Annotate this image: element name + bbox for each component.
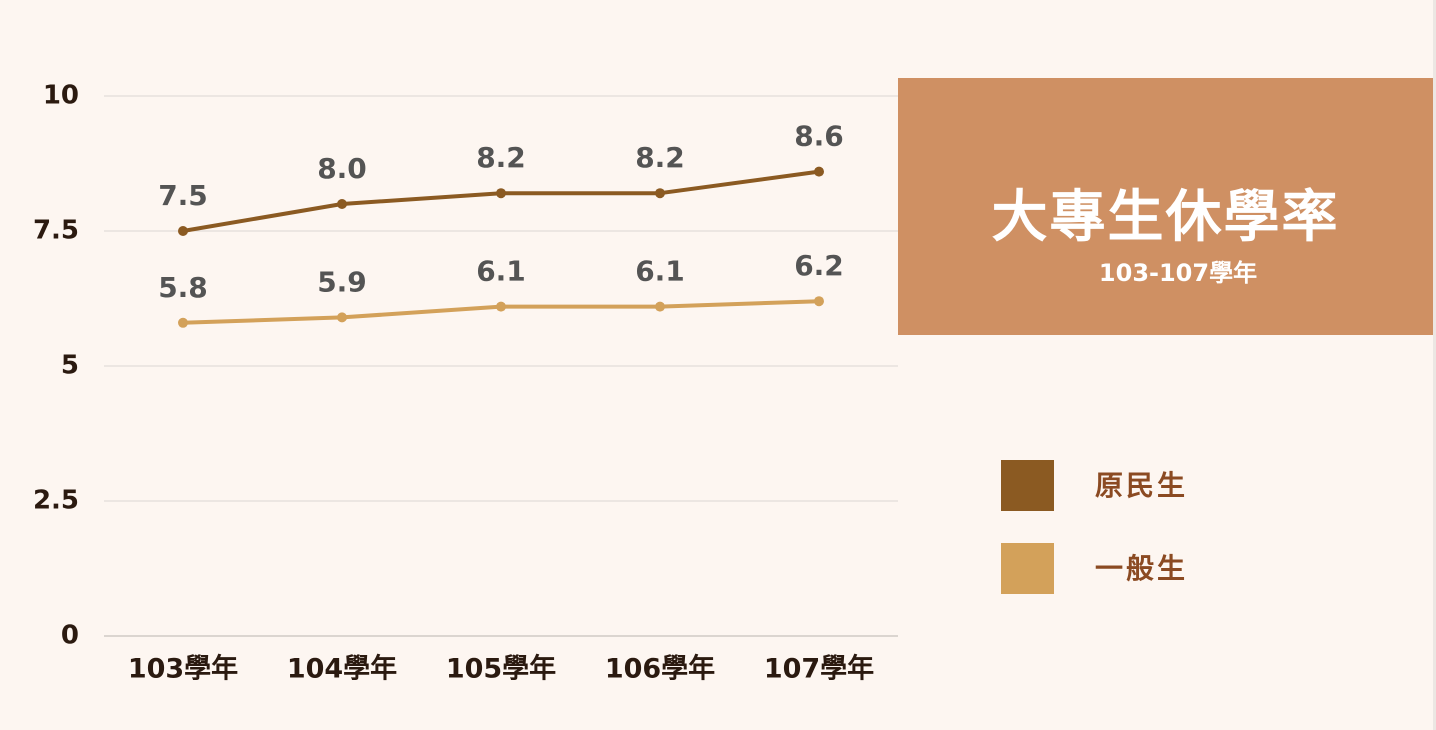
legend-item-general: 一般生 <box>1001 543 1301 595</box>
right-edge-strip <box>1433 0 1436 730</box>
data-label: 6.1 <box>476 255 526 288</box>
data-label: 8.2 <box>476 141 526 174</box>
x-tick-label: 104學年 <box>287 653 397 685</box>
y-tick-label: 0 <box>61 621 79 651</box>
data-point <box>337 312 347 323</box>
y-tick-label: 2.5 <box>33 486 79 516</box>
data-label: 7.5 <box>158 179 208 212</box>
data-point <box>337 199 347 209</box>
data-label: 8.6 <box>794 120 844 153</box>
data-label: 8.2 <box>635 141 685 174</box>
data-point <box>655 301 665 312</box>
data-point <box>178 226 188 236</box>
data-label: 6.2 <box>794 249 844 282</box>
y-tick-label: 7.5 <box>33 216 79 246</box>
data-point <box>814 166 824 177</box>
chart-title: 大專生休學率 <box>991 185 1340 250</box>
x-tick-label: 106學年 <box>605 653 715 685</box>
data-label: 8.0 <box>317 152 367 185</box>
x-tick-label: 105學年 <box>446 653 556 685</box>
chart-subtitle: 103-107學年 <box>1098 259 1258 287</box>
data-point <box>496 188 506 199</box>
data-label: 5.8 <box>158 271 208 304</box>
data-point <box>496 301 506 312</box>
series-line-1 <box>181 169 821 233</box>
data-point <box>178 317 188 328</box>
data-label: 5.9 <box>317 265 367 298</box>
data-point <box>655 188 665 199</box>
legend-swatch-indigenous <box>1001 460 1054 511</box>
title-panel: 大專生休學率 103-107學年 <box>898 78 1433 335</box>
x-tick-label: 103學年 <box>128 653 238 685</box>
line-chart: 0 2.5 5 7.5 10 103學年 104學年 105學年 106學年 107學年 7.5 8.… <box>33 81 898 685</box>
legend-label-indigenous: 原民生 <box>1095 469 1189 502</box>
y-tick-label: 10 <box>43 81 79 111</box>
y-tick-label: 5 <box>61 351 79 381</box>
legend-swatch-general <box>1001 543 1054 594</box>
legend-item-indigenous: 原民生 <box>1001 460 1301 512</box>
data-point <box>814 296 824 307</box>
x-tick-label: 107學年 <box>764 653 874 685</box>
data-label: 6.1 <box>635 255 685 288</box>
legend-label-general: 一般生 <box>1095 552 1189 585</box>
